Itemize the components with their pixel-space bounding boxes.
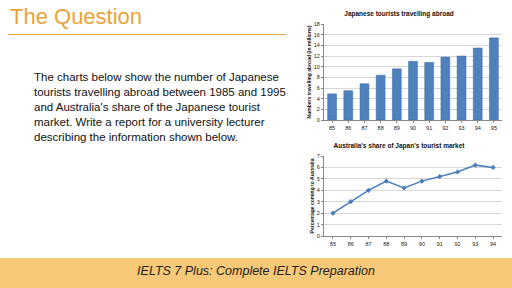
- svg-text:8: 8: [317, 74, 320, 80]
- html-text:The charts below show the numb: The charts below show the number of Japa…: [34, 71, 286, 143]
- svg-text:6: 6: [317, 164, 320, 170]
- svg-text:6: 6: [317, 85, 320, 91]
- svg-text:87: 87: [365, 241, 371, 247]
- svg-text:95: 95: [491, 125, 497, 131]
- html-text:The Question: The Question: [10, 4, 143, 29]
- svg-text:89: 89: [401, 241, 407, 247]
- svg-text:16: 16: [314, 32, 320, 38]
- svg-text:90: 90: [410, 125, 416, 131]
- svg-text:86: 86: [345, 125, 351, 131]
- svg-text:14: 14: [314, 42, 320, 48]
- svg-text:0: 0: [317, 233, 320, 239]
- svg-text:18: 18: [314, 21, 320, 27]
- svg-text:1: 1: [317, 221, 320, 227]
- svg-text:91: 91: [437, 241, 443, 247]
- svg-text:Numbers travelling abroad (in: Numbers travelling abroad (in millions): [306, 25, 312, 118]
- svg-text:92: 92: [454, 241, 460, 247]
- svg-text:94: 94: [475, 125, 481, 131]
- svg-text:89: 89: [394, 125, 400, 131]
- svg-text:93: 93: [472, 241, 478, 247]
- svg-text:2: 2: [317, 210, 320, 216]
- svg-text:10: 10: [314, 64, 320, 70]
- svg-text:87: 87: [361, 125, 367, 131]
- svg-text:85: 85: [330, 241, 336, 247]
- svg-text:3: 3: [317, 199, 320, 205]
- svg-text:Japanese tourists travelling a: Japanese tourists travelling abroad: [344, 10, 453, 18]
- svg-text:88: 88: [378, 125, 384, 131]
- svg-text:4: 4: [317, 96, 320, 102]
- svg-text:0: 0: [317, 117, 320, 123]
- html-text:IELTS 7 Plus: Complete IELTS P: IELTS 7 Plus: Complete IELTS Preparation: [137, 264, 375, 278]
- svg-text:94: 94: [490, 241, 496, 247]
- svg-text:Australia's share of Japan's t: Australia's share of Japan's tourist mar…: [334, 142, 466, 150]
- svg-text:12: 12: [314, 53, 320, 59]
- svg-text:90: 90: [419, 241, 425, 247]
- svg-text:7: 7: [317, 153, 320, 159]
- svg-text:2: 2: [317, 106, 320, 112]
- svg-text:Percentage coming to Australia: Percentage coming to Australia: [309, 158, 315, 233]
- svg-text:85: 85: [329, 125, 335, 131]
- svg-text:88: 88: [383, 241, 389, 247]
- svg-text:5: 5: [317, 176, 320, 182]
- svg-text:4: 4: [317, 187, 320, 193]
- svg-text:93: 93: [458, 125, 464, 131]
- svg-text:86: 86: [348, 241, 354, 247]
- svg-text:91: 91: [426, 125, 432, 131]
- svg-text:92: 92: [442, 125, 448, 131]
